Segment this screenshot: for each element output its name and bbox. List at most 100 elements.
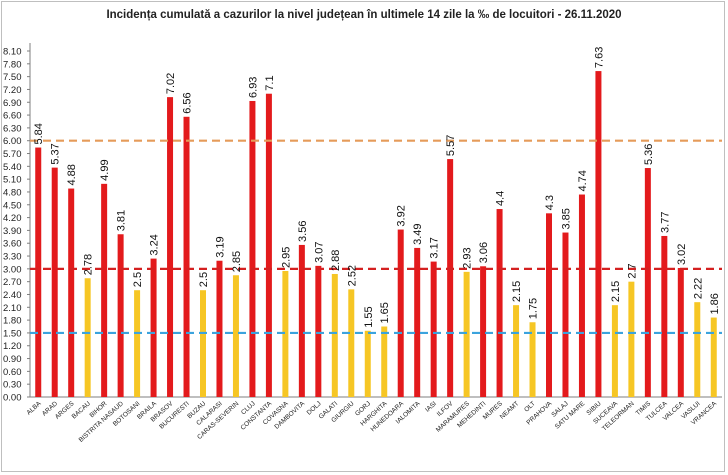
bar [595,71,602,398]
bar [51,167,58,397]
y-tick-label: 7.50 [3,72,22,83]
bar [35,147,42,397]
bar [496,209,503,397]
value-label: 1.86 [709,293,721,314]
bar [611,305,618,397]
bar [414,247,421,397]
y-tick-label: 0.60 [3,367,22,378]
value-label: 3.77 [659,212,671,233]
bar [282,270,289,397]
y-tick-label: 2.40 [3,290,22,301]
bar [249,100,256,397]
y-tick-label: 5.10 [3,175,22,186]
value-label: 4.74 [577,170,589,191]
bar [562,232,569,397]
y-tick-label: 3.90 [3,226,22,237]
y-tick-label: 2.10 [3,303,22,314]
bar [298,244,305,397]
value-label: 2.93 [462,247,474,268]
y-tick-label: 3.30 [3,252,22,263]
value-label: 2.7 [626,263,638,278]
y-tick-label: 4.80 [3,187,22,198]
bar [644,168,651,397]
y-tick-label: 5.70 [3,149,22,160]
bar [694,302,701,397]
bar [578,194,585,397]
value-label: 4.88 [66,164,78,185]
y-tick-label: 3.60 [3,239,22,250]
y-tick-label: 7.20 [3,85,22,96]
bar [430,261,437,397]
value-label: 3.17 [429,237,441,258]
category-label: BACAU [71,400,93,420]
chart-title: Incidența cumulată a cazurilor la nivel … [106,9,622,21]
value-label: 4.4 [495,191,507,206]
value-label: 2.5 [198,272,210,287]
y-tick-label: 4.20 [3,213,22,224]
bar [167,97,174,397]
value-label: 1.65 [379,302,391,323]
value-label: 6.56 [182,92,194,113]
bar [117,234,124,397]
bar [463,271,470,397]
y-tick-label: 0.30 [3,380,22,391]
bar [232,275,239,397]
value-label: 2.22 [692,278,704,299]
value-label: 3.19 [214,236,226,257]
value-label: 3.85 [560,208,572,229]
value-label: 3.24 [149,234,161,255]
bar [265,93,272,397]
y-tick-label: 3.00 [3,264,22,275]
bar [546,213,552,397]
bar [331,273,338,397]
value-label: 5.37 [50,143,62,164]
value-label: 2.15 [511,281,523,302]
y-tick-label: 6.90 [3,98,22,109]
value-label: 1.55 [363,306,375,327]
value-label: 3.02 [676,244,688,265]
bar [364,330,371,397]
value-label: 2.5 [132,272,144,287]
bar [710,317,717,397]
category-label: ALBA [26,400,44,417]
bar [101,183,108,397]
y-tick-label: 2.70 [3,277,22,288]
value-label: 7.63 [593,47,605,68]
value-label: 2.15 [610,281,622,302]
bar [480,266,487,397]
bar [134,290,141,397]
value-label: 5.57 [445,135,457,156]
bar [68,188,75,397]
bar [513,305,520,397]
value-label: 5.84 [33,123,45,144]
value-label: 3.56 [297,221,309,242]
value-label: 2.95 [280,247,292,268]
y-tick-label: 6.00 [3,136,22,147]
value-label: 3.92 [396,205,408,226]
value-label: 5.36 [643,144,655,165]
category-label: NEAMT [499,400,521,420]
value-label: 2.85 [231,251,243,272]
value-label: 4.99 [99,159,111,180]
y-tick-label: 6.30 [3,123,22,134]
value-label: 3.49 [412,223,424,244]
value-label: 4.3 [544,195,556,210]
bar [84,278,91,397]
value-label: 1.75 [528,298,540,319]
y-tick-label: 1.20 [3,341,22,352]
y-tick-label: 6.60 [3,111,22,122]
value-label: 7.1 [264,75,276,90]
bar [529,322,536,397]
y-tick-label: 1.50 [3,328,22,339]
bar [315,265,322,397]
bar [397,229,404,397]
y-tick-label: 4.50 [3,200,22,211]
value-label: 6.93 [247,77,259,98]
y-tick-label: 1.80 [3,316,22,327]
value-label: 7.02 [165,73,177,94]
bar [661,235,668,397]
value-label: 3.81 [116,210,128,231]
value-label: 2.88 [330,250,342,271]
